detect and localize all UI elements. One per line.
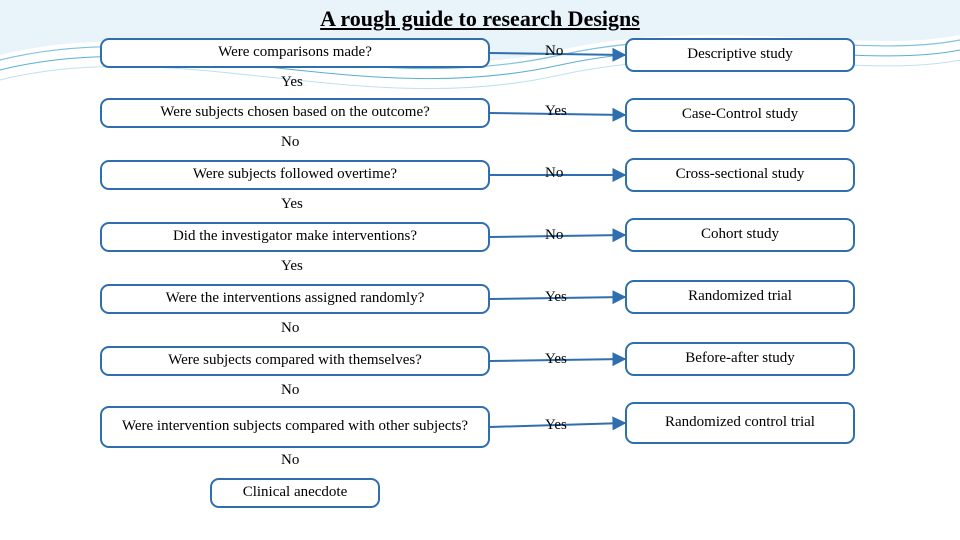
branch-label-h-2: No — [545, 165, 563, 182]
question-1: Were subjects chosen based on the outcom… — [100, 98, 490, 128]
branch-label-v-2: Yes — [281, 196, 303, 213]
branch-label-v-6: No — [281, 452, 299, 469]
branch-label-v-3: Yes — [281, 258, 303, 275]
branch-label-h-1: Yes — [545, 103, 567, 120]
question-6: Were intervention subjects compared with… — [100, 406, 490, 448]
question-2: Were subjects followed overtime? — [100, 160, 490, 190]
branch-label-h-0: No — [545, 43, 563, 60]
outcome-2: Cross-sectional study — [625, 158, 855, 192]
question-5: Were subjects compared with themselves? — [100, 346, 490, 376]
outcome-3: Cohort study — [625, 218, 855, 252]
outcome-5: Before-after study — [625, 342, 855, 376]
page-title: A rough guide to research Designs — [0, 6, 960, 32]
question-3: Did the investigator make interventions? — [100, 222, 490, 252]
branch-label-v-1: No — [281, 134, 299, 151]
branch-label-h-5: Yes — [545, 351, 567, 368]
outcome-4: Randomized trial — [625, 280, 855, 314]
branch-label-h-3: No — [545, 227, 563, 244]
final-outcome: Clinical anecdote — [210, 478, 380, 508]
question-4: Were the interventions assigned randomly… — [100, 284, 490, 314]
outcome-1: Case-Control study — [625, 98, 855, 132]
outcome-6: Randomized control trial — [625, 402, 855, 444]
question-0: Were comparisons made? — [100, 38, 490, 68]
branch-label-v-5: No — [281, 382, 299, 399]
branch-label-h-4: Yes — [545, 289, 567, 306]
branch-label-h-6: Yes — [545, 417, 567, 434]
branch-label-v-4: No — [281, 320, 299, 337]
branch-label-v-0: Yes — [281, 74, 303, 91]
outcome-0: Descriptive study — [625, 38, 855, 72]
